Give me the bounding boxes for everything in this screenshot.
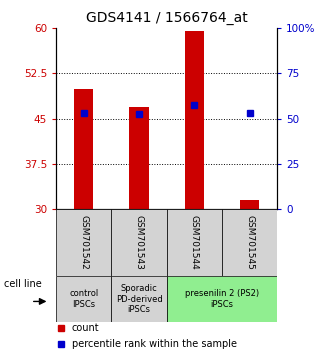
Bar: [184, 32, 204, 209]
Text: count: count: [72, 323, 99, 333]
Text: GSM701544: GSM701544: [190, 215, 199, 270]
Bar: [56, 209, 112, 276]
Bar: [74, 88, 93, 209]
Text: control
IPSCs: control IPSCs: [69, 290, 98, 309]
Bar: [112, 209, 167, 276]
Text: cell line: cell line: [5, 279, 42, 290]
Bar: [56, 276, 112, 322]
Text: Sporadic
PD-derived
iPSCs: Sporadic PD-derived iPSCs: [115, 284, 162, 314]
Bar: [222, 209, 277, 276]
Text: percentile rank within the sample: percentile rank within the sample: [72, 339, 237, 349]
Bar: [240, 200, 259, 209]
Bar: [112, 276, 167, 322]
Bar: [167, 209, 222, 276]
Title: GDS4141 / 1566764_at: GDS4141 / 1566764_at: [86, 11, 248, 24]
Text: GSM701545: GSM701545: [245, 215, 254, 270]
Text: GSM701543: GSM701543: [135, 215, 144, 270]
Bar: [129, 107, 149, 209]
Bar: [167, 276, 277, 322]
Text: GSM701542: GSM701542: [79, 215, 88, 270]
Text: presenilin 2 (PS2)
iPSCs: presenilin 2 (PS2) iPSCs: [185, 290, 259, 309]
